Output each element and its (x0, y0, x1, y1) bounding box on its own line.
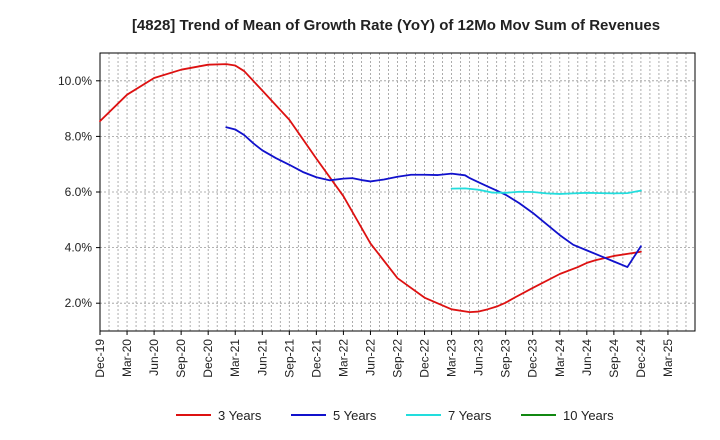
x-tick-label: Sep-20 (174, 339, 188, 378)
x-axis-ticks: Dec-19 Mar-20 Jun-20 Sep-20 Dec-20 Mar-21 Jun-… (93, 331, 675, 378)
x-tick-label: Mar-20 (120, 339, 134, 377)
x-tick-label: Dec-21 (309, 339, 323, 378)
y-tick-label: 2.0% (65, 296, 93, 310)
legend-label: 5 Years (333, 408, 377, 423)
y-tick-label: 4.0% (65, 241, 93, 255)
x-tick-label: Dec-20 (201, 339, 215, 378)
y-tick-label: 10.0% (58, 74, 92, 88)
x-tick-label: Jun-21 (255, 339, 269, 376)
x-tick-label: Mar-24 (553, 339, 567, 377)
x-tick-label: Sep-22 (391, 339, 405, 378)
legend-label: 7 Years (448, 408, 492, 423)
x-tick-label: Mar-25 (661, 339, 675, 377)
x-tick-label: Jun-20 (147, 339, 161, 376)
grid-layer (100, 53, 695, 331)
x-tick-label: Mar-21 (228, 339, 242, 377)
series-layer (99, 63, 642, 314)
x-tick-label: Dec-19 (93, 339, 107, 378)
chart-title: [4828] Trend of Mean of Growth Rate (YoY… (132, 17, 660, 34)
x-tick-label: Mar-23 (445, 339, 459, 377)
x-tick-label: Dec-23 (526, 339, 540, 378)
series-line-7-years (450, 187, 642, 195)
legend-label: 3 Years (218, 408, 262, 423)
x-tick-label: Dec-22 (418, 339, 432, 378)
series-line-5-years (225, 126, 642, 268)
x-tick-label: Dec-24 (634, 339, 648, 378)
x-tick-label: Mar-22 (336, 339, 350, 377)
x-tick-label: Jun-23 (472, 339, 486, 376)
legend-label: 10 Years (563, 408, 614, 423)
y-tick-label: 6.0% (65, 185, 93, 199)
y-axis-ticks: 2.0% 4.0% 6.0% 8.0% 10.0% (58, 74, 100, 310)
x-tick-label: Sep-21 (282, 339, 296, 378)
x-tick-label: Sep-24 (607, 339, 621, 378)
x-tick-label: Jun-24 (580, 339, 594, 376)
series-line-3-years (99, 63, 642, 314)
x-tick-label: Jun-22 (363, 339, 377, 376)
y-tick-label: 8.0% (65, 129, 93, 143)
legend: 3 Years 5 Years 7 Years 10 Years (176, 408, 614, 423)
x-tick-label: Sep-23 (499, 339, 513, 378)
